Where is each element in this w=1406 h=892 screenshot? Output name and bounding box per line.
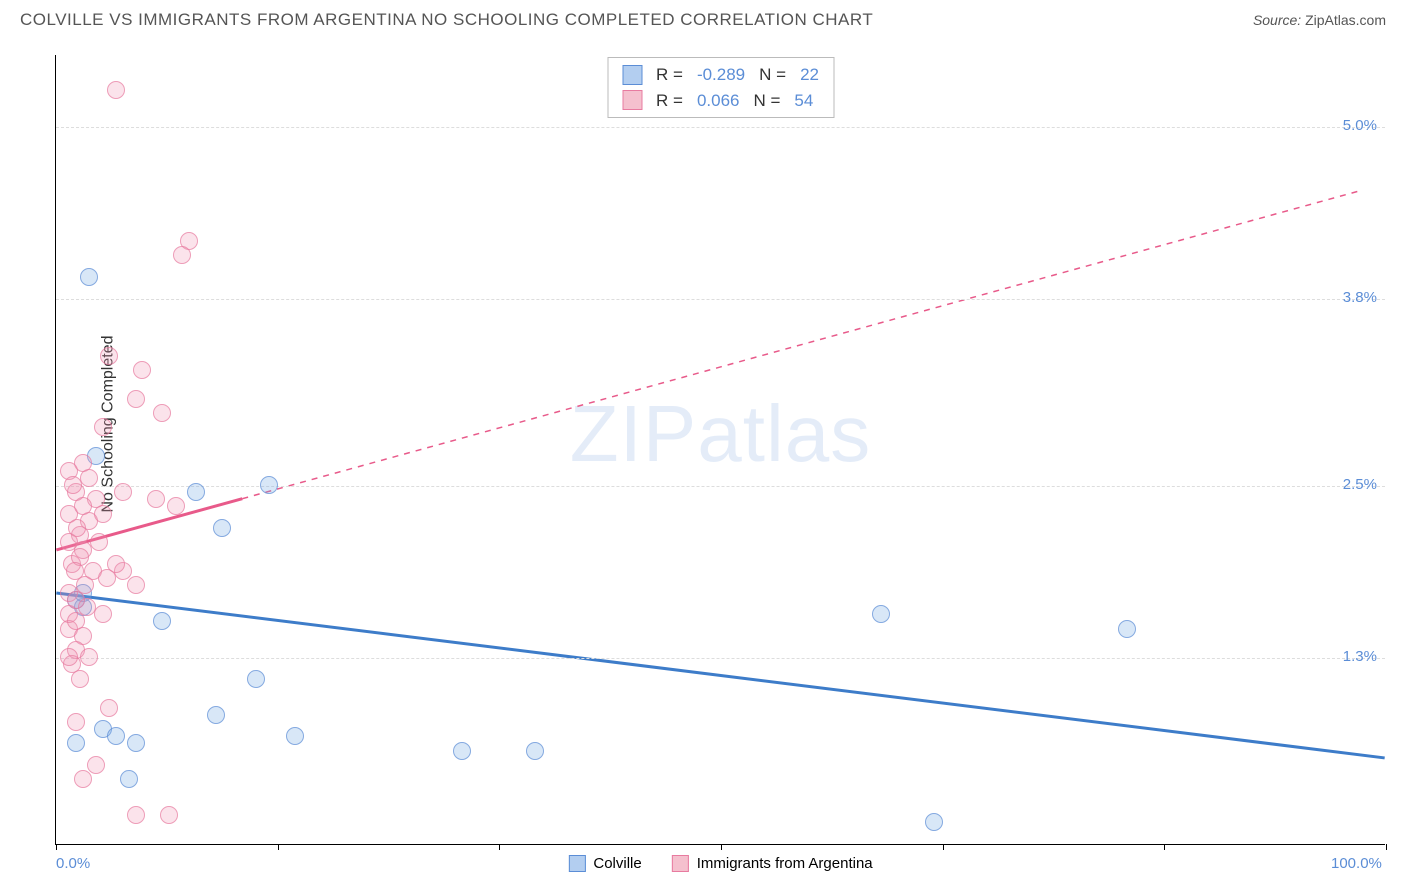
legend-r-value: 0.066 [697,88,740,114]
y-tick-label: 2.5% [1343,476,1377,493]
x-tick [1164,844,1165,850]
legend-row-argentina: R = 0.066 N = 54 [622,88,819,114]
data-point [107,555,125,573]
correlation-legend: R = -0.289 N = 22 R = 0.066 N = 54 [607,57,834,118]
y-tick-label: 1.3% [1343,648,1377,665]
data-point [80,648,98,666]
legend-item-colville: Colville [568,855,641,872]
data-point [100,347,118,365]
data-point [100,699,118,717]
data-point [453,742,471,760]
data-point [925,813,943,831]
legend-n-value: 54 [794,88,813,114]
gridline [56,127,1385,128]
data-point [66,562,84,580]
data-point [71,670,89,688]
series-legend: Colville Immigrants from Argentina [568,855,872,872]
data-point [207,706,225,724]
data-point [76,576,94,594]
source-attribution: Source: ZipAtlas.com [1253,12,1386,28]
y-tick-label: 5.0% [1343,117,1377,134]
legend-swatch-blue [568,855,585,872]
data-point [147,490,165,508]
source-label: Source: [1253,12,1301,28]
data-point [187,483,205,501]
chart-title: COLVILLE VS IMMIGRANTS FROM ARGENTINA NO… [20,10,873,30]
data-point [1118,620,1136,638]
data-point [127,734,145,752]
x-tick [278,844,279,850]
data-point [68,519,86,537]
plot-area: ZIPatlas R = -0.289 N = 22 R = 0.066 N =… [55,55,1385,845]
data-point [107,81,125,99]
legend-r-label: R = [656,62,683,88]
legend-label: Immigrants from Argentina [697,855,873,872]
data-point [74,497,92,515]
scatter-chart: No Schooling Completed ZIPatlas R = -0.2… [55,55,1385,855]
x-tick [499,844,500,850]
data-point [133,361,151,379]
legend-r-value: -0.289 [697,62,745,88]
data-point [114,483,132,501]
legend-swatch-pink [672,855,689,872]
x-tick [56,844,57,850]
data-point [247,670,265,688]
legend-label: Colville [593,855,641,872]
data-point [173,246,191,264]
data-point [526,742,544,760]
data-point [94,418,112,436]
x-tick-label: 100.0% [1331,855,1382,872]
data-point [90,533,108,551]
data-point [286,727,304,745]
legend-swatch-pink [622,90,642,110]
x-tick [721,844,722,850]
data-point [74,770,92,788]
data-point [160,806,178,824]
data-point [80,469,98,487]
gridline [56,658,1385,659]
x-tick [1386,844,1387,850]
legend-n-label: N = [759,62,786,88]
data-point [167,497,185,515]
x-tick-label: 0.0% [56,855,90,872]
legend-row-colville: R = -0.289 N = 22 [622,62,819,88]
data-point [127,806,145,824]
data-point [127,576,145,594]
data-point [872,605,890,623]
legend-r-label: R = [656,88,683,114]
data-point [213,519,231,537]
legend-swatch-blue [622,65,642,85]
legend-n-label: N = [753,88,780,114]
watermark: ZIPatlas [570,388,871,480]
source-value: ZipAtlas.com [1305,12,1386,28]
data-point [153,612,171,630]
y-tick-label: 3.8% [1343,289,1377,306]
data-point [260,476,278,494]
data-point [127,390,145,408]
legend-n-value: 22 [800,62,819,88]
data-point [67,612,85,630]
data-point [94,605,112,623]
watermark-zip: ZIP [570,389,697,478]
gridline [56,299,1385,300]
data-point [107,727,125,745]
x-tick [943,844,944,850]
data-point [67,713,85,731]
data-point [94,505,112,523]
data-point [120,770,138,788]
data-point [60,648,78,666]
data-point [67,734,85,752]
watermark-atlas: atlas [697,389,871,478]
trend-lines [56,55,1385,844]
data-point [80,268,98,286]
gridline [56,486,1385,487]
data-point [153,404,171,422]
legend-item-argentina: Immigrants from Argentina [672,855,873,872]
data-point [87,756,105,774]
